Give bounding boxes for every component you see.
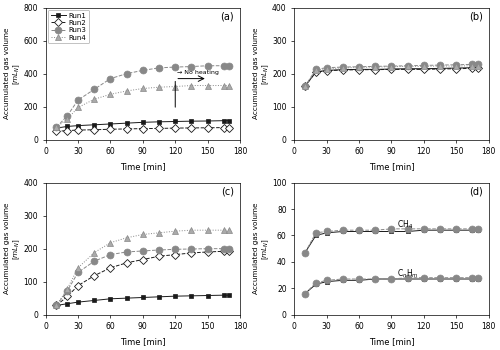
Run1	[108, 122, 114, 126]
Run4	[204, 83, 210, 88]
Run4	[75, 105, 81, 110]
Text: (d): (d)	[469, 187, 483, 197]
Run1	[140, 120, 146, 124]
Run2	[188, 126, 194, 130]
Run3	[188, 64, 194, 69]
Run4	[54, 125, 60, 130]
Run3	[140, 68, 146, 72]
Text: C$_n$H$_m$: C$_n$H$_m$	[397, 267, 418, 280]
Run3	[124, 71, 130, 76]
Line: Run1: Run1	[54, 118, 232, 131]
Run3	[221, 64, 227, 68]
Run2	[124, 127, 130, 131]
Run2	[226, 126, 232, 130]
Run3	[75, 98, 81, 102]
Y-axis label: Accumulated gas volume
[$mL_N$]: Accumulated gas volume [$mL_N$]	[253, 203, 271, 294]
Run2	[75, 128, 81, 132]
Run2	[156, 126, 162, 131]
Run3	[108, 77, 114, 81]
Run2	[140, 126, 146, 131]
Run2	[204, 126, 210, 130]
X-axis label: Time [min]: Time [min]	[120, 337, 166, 346]
Run4	[124, 89, 130, 93]
Run4	[226, 83, 232, 88]
Run4	[221, 83, 227, 88]
Line: Run2: Run2	[54, 125, 232, 134]
Run3	[172, 65, 178, 69]
Run3	[54, 125, 60, 130]
Run3	[156, 66, 162, 70]
Run4	[140, 86, 146, 91]
Run2	[64, 128, 70, 133]
Run3	[64, 114, 70, 118]
Line: Run4: Run4	[54, 82, 233, 131]
Run4	[108, 92, 114, 96]
Text: → No heating: → No heating	[178, 70, 220, 75]
Run2	[172, 126, 178, 130]
Run1	[75, 124, 81, 128]
Y-axis label: Accumulated gas volume
[$mL_N$]: Accumulated gas volume [$mL_N$]	[4, 203, 22, 294]
Run4	[188, 83, 194, 88]
Run1	[124, 121, 130, 125]
Line: Run3: Run3	[53, 62, 233, 131]
X-axis label: Time [min]: Time [min]	[368, 162, 414, 171]
Text: (c): (c)	[221, 187, 234, 197]
Run1	[156, 120, 162, 124]
Run1	[226, 119, 232, 123]
Run2	[221, 126, 227, 130]
Run3	[226, 64, 232, 68]
Run4	[92, 97, 98, 101]
Legend: Run1, Run2, Run3, Run4: Run1, Run2, Run3, Run4	[48, 10, 89, 43]
Y-axis label: Accumulated gas volume
[$mL_N$]: Accumulated gas volume [$mL_N$]	[253, 28, 270, 119]
Run2	[92, 128, 98, 132]
Run3	[92, 87, 98, 91]
Run3	[204, 64, 210, 68]
Text: (b): (b)	[469, 12, 483, 22]
Y-axis label: Accumulated gas volume
[$mL_N$]: Accumulated gas volume [$mL_N$]	[4, 28, 22, 119]
Run4	[64, 117, 70, 121]
Run4	[156, 85, 162, 89]
Run1	[54, 126, 60, 130]
Run1	[204, 119, 210, 123]
Text: CH$_4$: CH$_4$	[397, 218, 413, 231]
Run1	[221, 119, 227, 123]
X-axis label: Time [min]: Time [min]	[120, 162, 166, 171]
Run1	[64, 124, 70, 128]
Text: (a): (a)	[220, 12, 234, 22]
Run1	[188, 119, 194, 123]
Run1	[172, 119, 178, 124]
Run4	[172, 84, 178, 89]
X-axis label: Time [min]: Time [min]	[368, 337, 414, 346]
Run2	[108, 127, 114, 131]
Run1	[92, 123, 98, 127]
Run2	[54, 129, 60, 133]
